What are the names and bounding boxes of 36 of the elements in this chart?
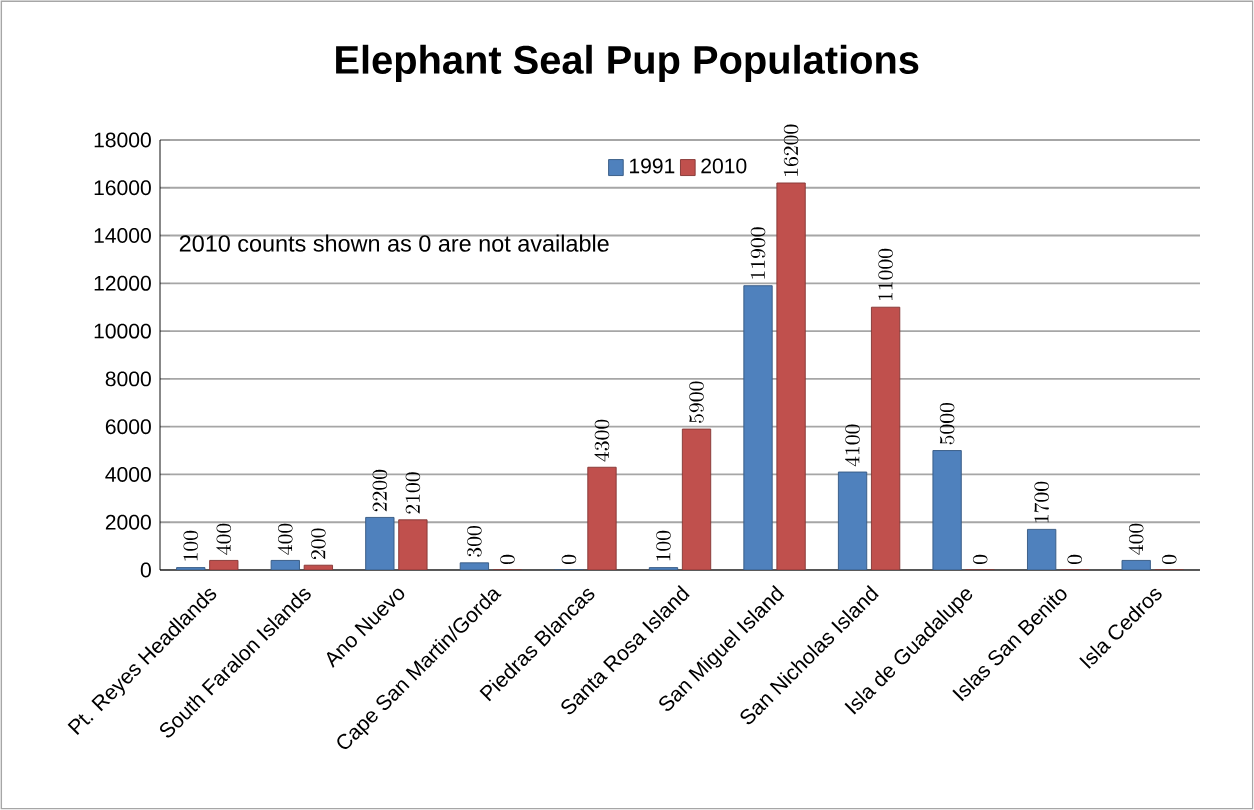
- y-tick-label: 4000: [105, 466, 151, 482]
- legend-label: 2010: [701, 158, 747, 174]
- data-label: 1700: [1034, 481, 1049, 523]
- data-label: 2100: [405, 472, 421, 514]
- data-label: 16200: [783, 124, 799, 176]
- data-label: 100: [183, 530, 199, 561]
- y-tick-label: 12000: [94, 275, 151, 291]
- y-tick-label: 2000: [105, 514, 151, 530]
- data-label: 200: [311, 528, 326, 559]
- data-label: 0: [1162, 554, 1177, 564]
- data-label: 400: [216, 523, 232, 555]
- data-label: 4100: [845, 424, 860, 467]
- data-label: 11000: [878, 248, 893, 301]
- data-label: 5900: [689, 381, 704, 423]
- data-label: 0: [561, 554, 577, 564]
- y-tick-label: 14000: [94, 228, 151, 244]
- data-label: 0: [1067, 554, 1082, 564]
- y-tick-label: 16000: [94, 180, 151, 196]
- y-tick-label: 0: [140, 562, 151, 578]
- data-label: 11900: [750, 227, 766, 279]
- annotation: 2010 counts shown as 0 are not available: [179, 234, 609, 252]
- y-tick-label: 6000: [105, 419, 151, 435]
- y-tick-label: 18000: [94, 132, 151, 148]
- data-label: 100: [656, 530, 671, 561]
- data-label: 0: [500, 554, 515, 564]
- data-label: 400: [277, 523, 293, 555]
- data-label: 0: [972, 554, 988, 564]
- data-label: 5000: [939, 402, 955, 445]
- y-tick-label: 8000: [105, 371, 151, 387]
- data-label: 4300: [594, 419, 610, 462]
- legend-label: 1991: [630, 158, 675, 174]
- chart-title: Elephant Seal Pup Populations: [336, 44, 919, 82]
- y-tick-label: 10000: [94, 323, 151, 339]
- data-label: 2200: [372, 469, 388, 512]
- data-label: 400: [1128, 523, 1144, 555]
- data-label: 300: [467, 526, 482, 557]
